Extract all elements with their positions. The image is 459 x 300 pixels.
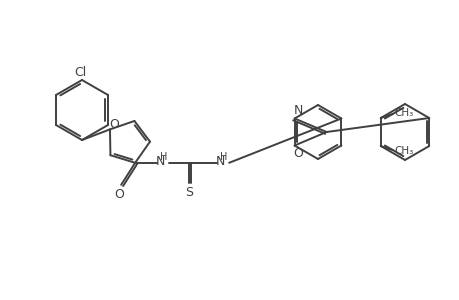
Text: O: O <box>293 147 303 160</box>
Text: N: N <box>293 104 302 117</box>
Text: S: S <box>185 186 193 199</box>
Text: N: N <box>215 155 224 168</box>
Text: CH₃: CH₃ <box>394 146 413 156</box>
Text: O: O <box>109 118 119 131</box>
Text: H: H <box>220 152 227 162</box>
Text: H: H <box>160 152 168 162</box>
Text: CH₃: CH₃ <box>394 108 413 118</box>
Text: N: N <box>155 155 164 168</box>
Text: Cl: Cl <box>74 65 86 79</box>
Text: O: O <box>114 188 124 201</box>
